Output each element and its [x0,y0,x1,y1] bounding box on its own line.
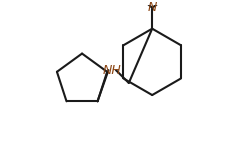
Text: NH: NH [103,64,122,77]
Text: N: N [148,1,157,14]
